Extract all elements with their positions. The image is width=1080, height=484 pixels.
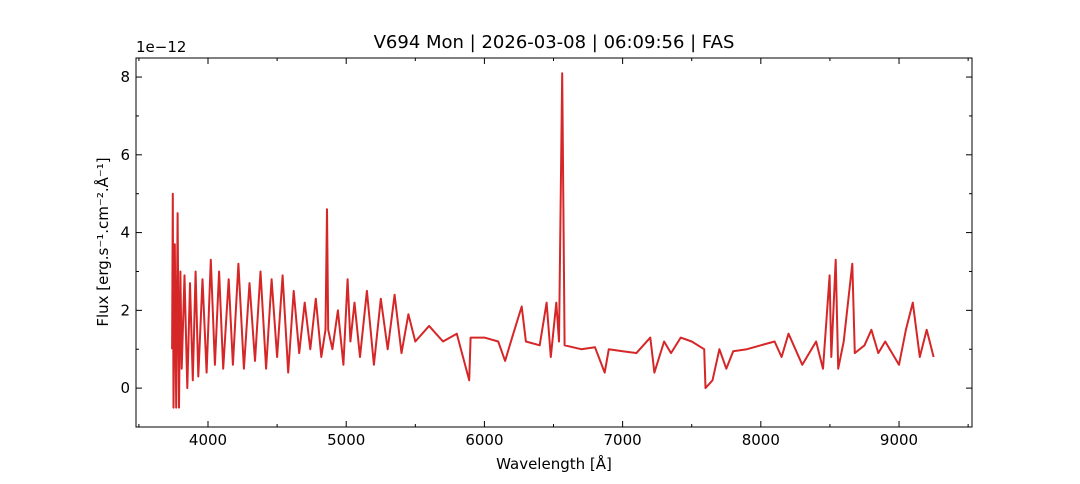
x-tick-label: 6000	[465, 431, 503, 449]
spectrum-line	[171, 72, 935, 409]
y-tick-label: 8	[120, 68, 130, 86]
x-tick-label: 4000	[189, 431, 227, 449]
chart-title: V694 Mon | 2026-03-08 | 06:09:56 | FAS	[374, 32, 735, 53]
x-axis-label: Wavelength [Å]	[496, 454, 612, 473]
x-tick-label: 8000	[742, 431, 780, 449]
plot-frame	[135, 57, 973, 428]
y-axis-label: Flux [erg.s⁻¹.cm⁻².Å⁻¹]	[93, 157, 112, 326]
y-tick-label: 6	[120, 146, 130, 164]
y-tick-label: 0	[120, 379, 130, 397]
y-tick-label: 2	[120, 301, 130, 319]
x-tick-label: 9000	[880, 431, 918, 449]
x-tick-label: 5000	[327, 431, 365, 449]
y-offset-label: 1e−12	[136, 38, 186, 56]
y-tick-label: 4	[120, 224, 130, 242]
x-tick-label: 7000	[604, 431, 642, 449]
